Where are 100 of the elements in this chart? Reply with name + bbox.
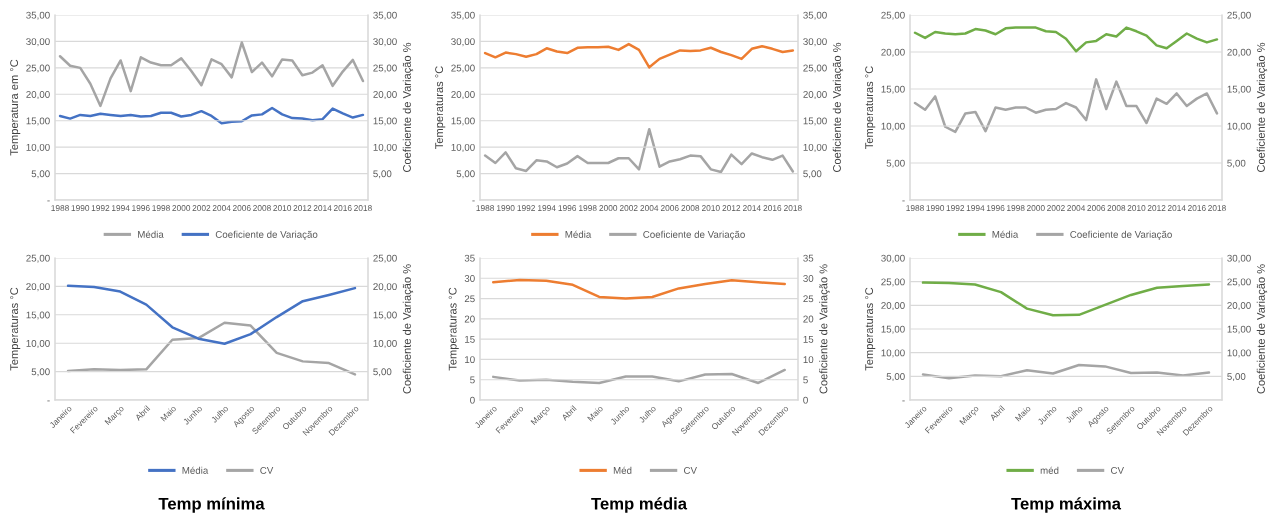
x-tick-label: 2000	[1026, 205, 1045, 211]
y-tick-label: 20,00	[451, 91, 475, 100]
y2-tick-label: 5,00	[373, 170, 392, 179]
y-tick-label: 15	[465, 335, 475, 343]
y2-axis-title: Coeficiente de Variação %	[819, 264, 830, 394]
y-tick-label: 25,00	[881, 11, 905, 20]
x-tick-label: 2010	[1127, 205, 1146, 211]
y2-tick-label: 30,00	[373, 38, 397, 47]
x-tick-label: Maio	[1014, 405, 1032, 422]
x-tick-label: 2008	[253, 205, 271, 211]
y2-tick-label: 30,00	[1227, 254, 1251, 263]
y-tick-label: 20	[464, 315, 475, 323]
y-tick-label: 5,00	[31, 170, 50, 179]
line-series	[492, 278, 786, 300]
y-tick-label: 5,00	[886, 373, 905, 382]
y2-tick-label: 15	[803, 335, 814, 343]
x-tick-label: 2002	[192, 205, 211, 211]
x-tick-label: 1988	[51, 205, 69, 211]
y-tick-label: 10,00	[26, 339, 50, 348]
y-tick-label: 25,00	[26, 64, 50, 73]
x-tick-label: 1992	[91, 205, 110, 211]
x-tick-label: 1996	[986, 205, 1005, 211]
y-axis-title: Temperaturas °C	[10, 287, 21, 371]
y2-tick-label: 10,00	[1227, 122, 1251, 131]
y-tick-label: 20,00	[881, 48, 905, 57]
y-tick-label: 10,00	[881, 349, 905, 358]
x-tick-label: 2018	[354, 205, 372, 211]
y-tick-label: 5,00	[886, 159, 905, 168]
y-tick-label: 25,00	[881, 278, 905, 287]
y2-tick-label: 20,00	[373, 283, 397, 292]
y2-tick-label: 15,00	[1227, 85, 1251, 94]
y-tick-label: 0	[470, 396, 475, 404]
y2-axis-title: Coeficiente de Variação %	[1256, 42, 1268, 172]
legend-label: Média	[992, 230, 1019, 238]
y2-tick-label: 15,00	[373, 311, 397, 320]
line-series	[483, 42, 795, 69]
x-tick-label: 2014	[1167, 205, 1186, 211]
x-tick-label: 2000	[599, 205, 618, 211]
y2-tick-label: 20,00	[803, 91, 827, 100]
y2-axis-title: Coeficiente de Variação %	[1256, 264, 1268, 394]
line-series	[66, 321, 357, 376]
y2-tick-label: 10,00	[373, 339, 397, 348]
text: Temp máxima	[1011, 497, 1122, 513]
y2-axis-title: Coeficiente de Variação %	[402, 264, 414, 394]
y2-tick-label: 15,00	[1227, 325, 1251, 334]
x-tick-label: 2016	[763, 205, 782, 211]
y-tick-label: 5,00	[31, 368, 50, 377]
y-tick-label: 30,00	[26, 38, 50, 47]
y2-tick-label: 30,00	[803, 38, 827, 47]
x-tick-label: 2002	[619, 205, 638, 211]
x-tick-label: 2018	[784, 205, 802, 211]
y-tick-label: 30	[464, 275, 475, 282]
x-tick-label: 2010	[701, 205, 720, 211]
x-tick-label: 1998	[152, 205, 170, 211]
y2-tick-label: 15,00	[373, 117, 397, 126]
x-tick-label: 1994	[112, 205, 130, 211]
y2-tick-label: 10,00	[803, 143, 827, 152]
legend-label: CV	[684, 467, 697, 474]
y-tick-label: 15,00	[26, 117, 50, 126]
x-tick-label: 2002	[1047, 205, 1065, 211]
x-tick-label: 2012	[722, 205, 741, 211]
y-tick-label: 25	[464, 295, 475, 303]
y2-tick-label: 20,00	[1227, 48, 1251, 57]
y2-tick-label: 25,00	[373, 64, 397, 73]
x-tick-label: 2004	[212, 205, 231, 211]
y-tick-label: -	[47, 400, 50, 402]
line-series	[66, 284, 357, 346]
y2-tick-label: 25	[803, 295, 814, 303]
y2-tick-label: 35,00	[373, 11, 397, 20]
x-tick-label: 2014	[742, 205, 761, 211]
y2-tick-label: 5,00	[373, 368, 392, 377]
y-tick-label: 35	[464, 254, 475, 262]
legend-label: Coeficiente de Variação	[643, 230, 745, 240]
x-tick-label: 2010	[273, 205, 292, 211]
y-tick-label: -	[472, 200, 475, 202]
line-series	[58, 41, 365, 108]
y2-axis-title: Coeficiente de Variação %	[832, 42, 844, 172]
y2-tick-label: 25,00	[803, 64, 827, 73]
y-axis-title: Temperaturas °C	[865, 66, 876, 149]
legend-label: méd	[1040, 466, 1059, 474]
x-tick-label: 1992	[946, 205, 965, 211]
line-series	[58, 106, 365, 125]
y2-tick-label: 5,00	[1227, 159, 1246, 168]
y-tick-label: 10	[465, 356, 475, 364]
legend-label: Média	[565, 230, 592, 238]
y-tick-label: 10,00	[881, 122, 905, 131]
y-tick-label: -	[902, 200, 905, 202]
legend-label: CV	[260, 467, 274, 474]
y-tick-label: 20,00	[881, 302, 905, 311]
y2-tick-label: 35,00	[803, 11, 827, 20]
y-axis-title: Temperaturas °C	[448, 287, 459, 371]
x-tick-label: 1998	[1007, 205, 1025, 211]
y-axis-title: Temperaturas °C	[435, 66, 446, 149]
y-tick-label: 15,00	[881, 325, 905, 334]
y-tick-label: 10,00	[26, 143, 50, 152]
x-tick-label: 2004	[640, 205, 659, 211]
line-series	[492, 368, 786, 385]
y2-tick-label: 5	[803, 376, 808, 384]
x-tick-label: 2008	[1107, 205, 1126, 211]
x-tick-label: 2012	[1147, 205, 1166, 211]
